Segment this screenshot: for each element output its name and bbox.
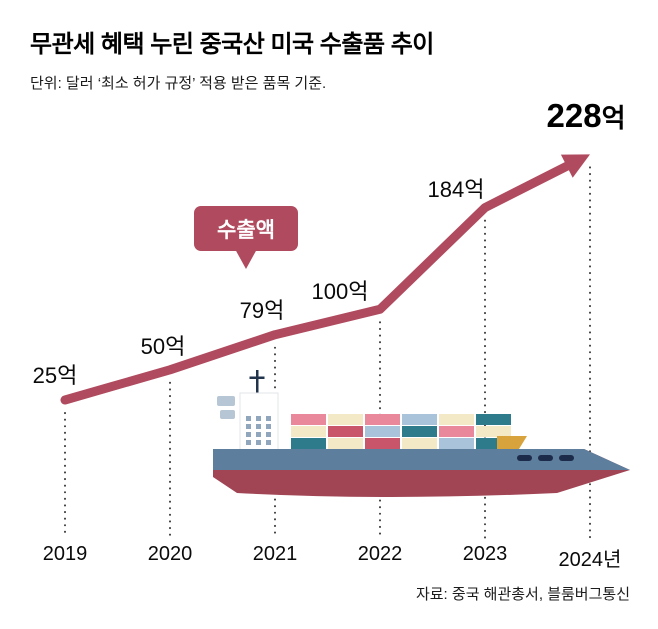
page-title: 무관세 혜택 누린 중국산 미국 수출품 추이 bbox=[30, 31, 434, 58]
value-label: 79억 bbox=[239, 298, 285, 323]
x-axis-label: 2021 bbox=[252, 543, 298, 565]
series-badge-label: 수출액 bbox=[217, 218, 275, 242]
series-badge: 수출액 bbox=[194, 206, 298, 269]
value-label: 100억 bbox=[311, 279, 369, 304]
ship-containers bbox=[291, 414, 511, 449]
ship-deck-band bbox=[213, 449, 630, 470]
ship-mast-cross bbox=[249, 376, 265, 379]
badge-pointer-icon bbox=[235, 249, 257, 269]
trend-line-group bbox=[60, 154, 590, 405]
ship-superstructure-windows bbox=[246, 416, 271, 445]
value-label: 184억 bbox=[427, 177, 485, 202]
value-label: 25억 bbox=[32, 363, 78, 388]
x-axis-label: 2023 bbox=[462, 543, 508, 565]
trend-line bbox=[60, 161, 572, 405]
ship-signal-flag bbox=[220, 410, 235, 419]
x-axis-label: 2024년 bbox=[558, 549, 622, 571]
chart-header: 무관세 혜택 누린 중국산 미국 수출품 추이 단위: 달러 ‘최소 허가 규정… bbox=[30, 24, 434, 93]
source-note: 자료: 중국 해관총서, 블룸버그통신 bbox=[415, 586, 630, 603]
x-axis-label: 2020 bbox=[147, 543, 193, 565]
ship-deck-crane bbox=[497, 436, 527, 449]
ship-signal-flag bbox=[217, 396, 235, 406]
x-axis-label: 2022 bbox=[357, 543, 403, 565]
chart-subtitle: 단위: 달러 ‘최소 허가 규정’ 적용 받은 품목 기준. bbox=[30, 75, 327, 92]
chart-footer: 자료: 중국 해관총서, 블룸버그통신 bbox=[416, 583, 630, 604]
value-label: 50억 bbox=[140, 334, 186, 359]
trend-arrowhead bbox=[560, 154, 590, 178]
ship-bridge-windows bbox=[517, 455, 574, 461]
x-axis-label: 2019 bbox=[42, 543, 88, 565]
ship-mast bbox=[256, 370, 259, 395]
cargo-ship-illustration bbox=[213, 370, 630, 497]
value-label: 228억 bbox=[546, 97, 626, 134]
